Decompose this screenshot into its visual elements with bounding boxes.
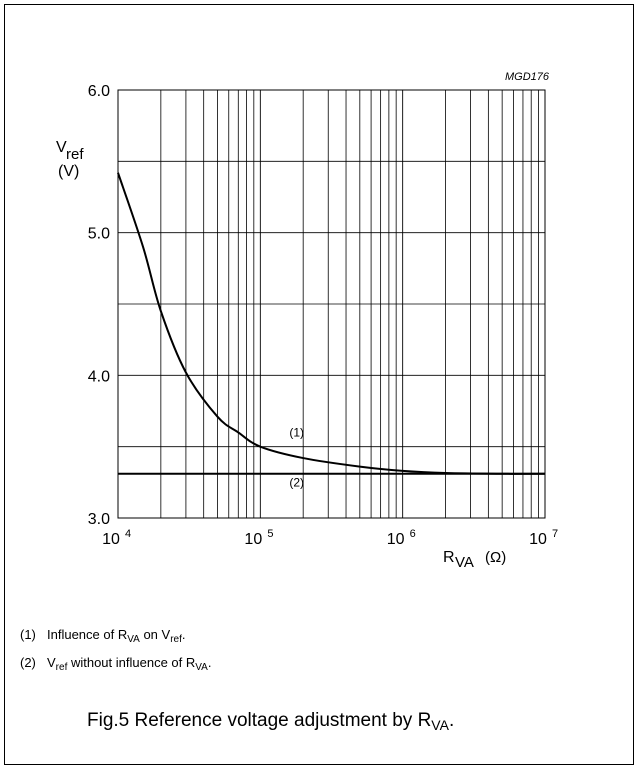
note-number: (1) (20, 627, 36, 642)
note-text: Influence of R (47, 627, 128, 642)
note-subscript: ref (55, 662, 68, 673)
y-tick-label: 3.0 (88, 511, 110, 528)
y-axis-unit: (V) (58, 163, 79, 180)
figure-frame (4, 4, 634, 765)
series-label-2: (2) (289, 476, 304, 490)
x-tick-label: 10 (102, 531, 120, 548)
note-text: on V (139, 627, 171, 642)
x-axis-label-subscript: VA (455, 554, 474, 571)
figure-caption: Fig.5 Reference voltage adjustment by RV… (87, 710, 454, 732)
note-number: (2) (20, 655, 36, 670)
x-axis-label: R (443, 549, 455, 566)
y-tick-label: 6.0 (88, 83, 110, 100)
note-subscript: VA (195, 662, 208, 673)
note-text: without influence of R (67, 655, 196, 670)
caption-end: . (448, 710, 455, 731)
y-axis-label-subscript: ref (66, 146, 84, 163)
y-tick-label: 5.0 (88, 226, 110, 243)
note-subscript: ref (170, 634, 182, 645)
note-2: (2) Vref without influence of RVA. (20, 655, 212, 673)
note-subscript: VA (127, 634, 140, 645)
plot-border (117, 89, 546, 519)
x-axis-unit: (Ω) (485, 549, 506, 566)
note-text: V (47, 655, 56, 670)
y-tick-label: 4.0 (88, 368, 110, 385)
series-line-1 (117, 172, 546, 475)
x-tick-exponent: 4 (125, 528, 131, 540)
caption-subscript: VA (431, 717, 449, 733)
x-tick-exponent: 7 (552, 528, 558, 540)
y-axis-label: V (56, 139, 67, 156)
series-label-1: (1) (289, 426, 304, 440)
note-text: . (207, 655, 212, 670)
x-tick-exponent: 6 (410, 528, 416, 540)
caption-text: Fig.5 Reference voltage adjustment by R (87, 710, 432, 731)
x-tick-label: 10 (387, 531, 405, 548)
note-1: (1) Influence of RVA on Vref. (20, 627, 186, 645)
figure-id: MGD176 (505, 71, 550, 83)
x-tick-label: 10 (529, 531, 547, 548)
note-text: . (181, 627, 186, 642)
x-tick-label: 10 (244, 531, 262, 548)
x-tick-exponent: 5 (267, 528, 273, 540)
